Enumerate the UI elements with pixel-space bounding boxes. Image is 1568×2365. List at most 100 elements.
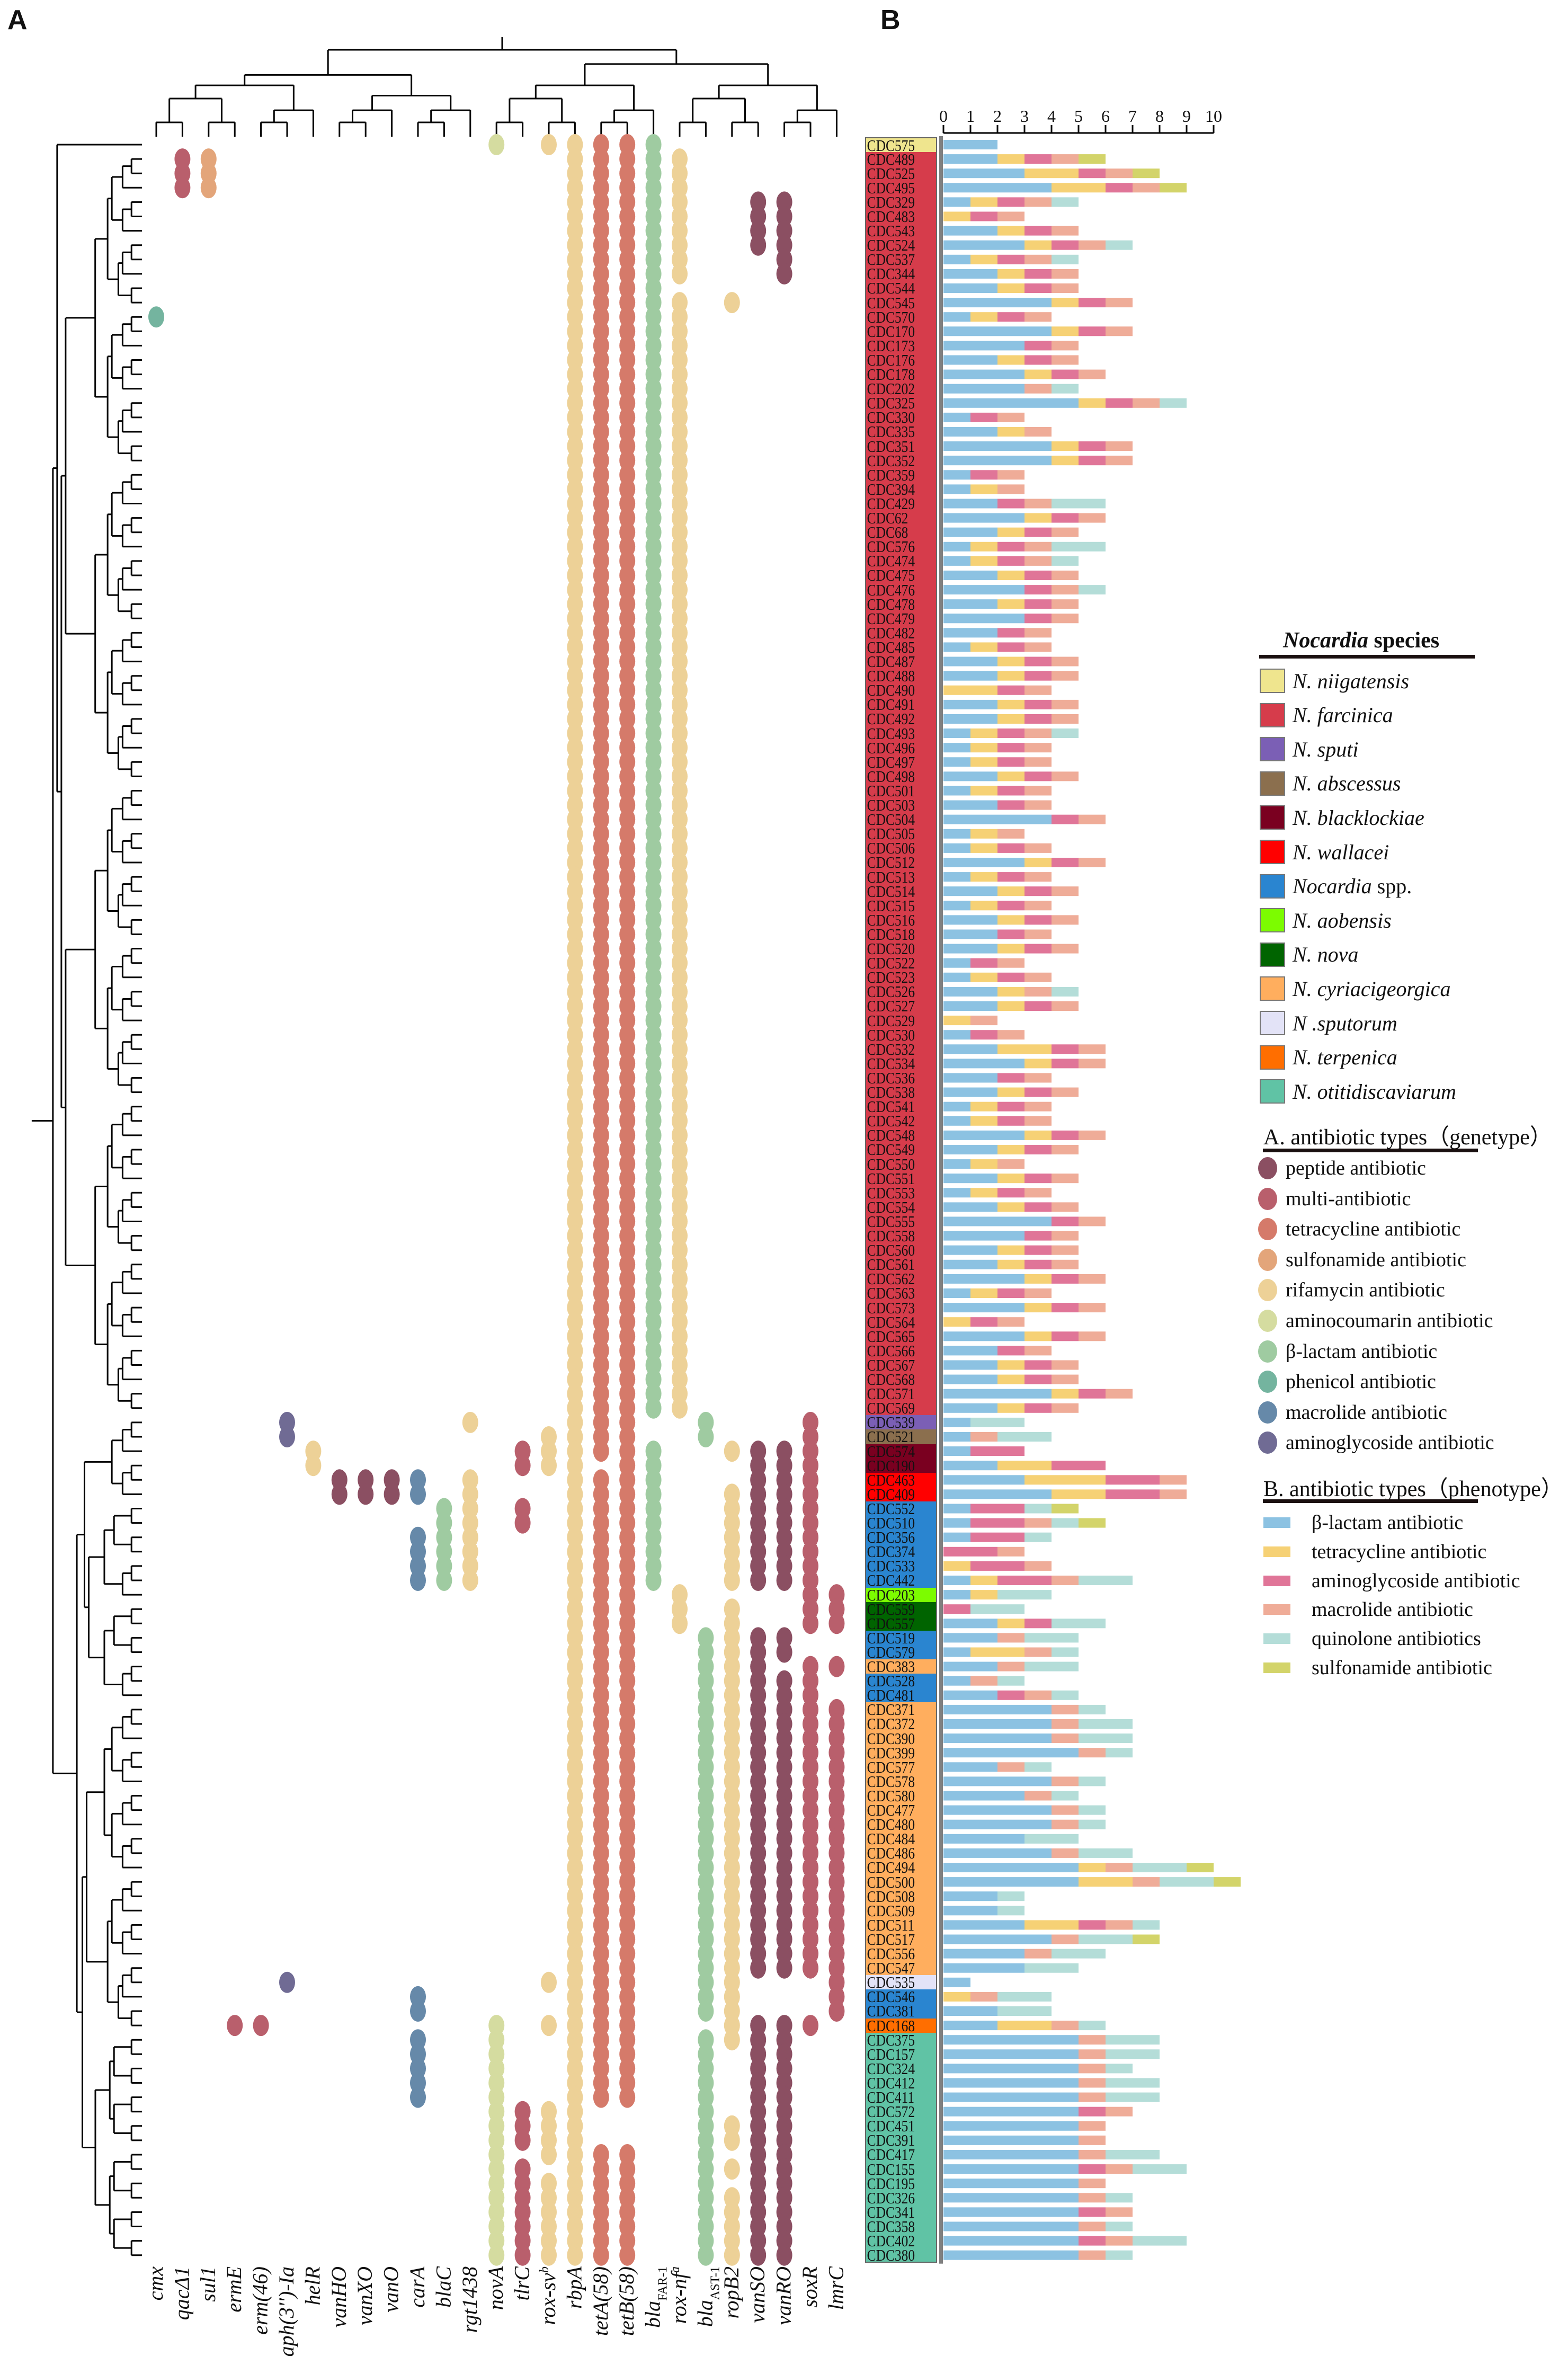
isolate-label: CDC501 xyxy=(865,783,937,798)
isolate-id: CDC326 xyxy=(867,2190,915,2206)
bar-segment xyxy=(943,183,1052,193)
bar-segment xyxy=(943,1991,970,2002)
isolate-id: CDC509 xyxy=(867,1903,915,1918)
bar-segment xyxy=(943,1561,970,1571)
gene-axis-labels: cmx qacΔ1 sul1 ermE erm(46) aph(3'')-Ia helR va… xyxy=(144,2266,848,2357)
isolate-id: CDC493 xyxy=(867,726,915,741)
bar-segment xyxy=(997,1173,1024,1184)
bar-segment xyxy=(1052,1704,1079,1714)
bar-segment xyxy=(1106,2035,1160,2045)
gene-label-text: cmx xyxy=(144,2266,167,2301)
bar-segment xyxy=(997,944,1024,954)
bar-segment xyxy=(997,1360,1024,1370)
bar-segment xyxy=(1024,944,1052,954)
isolate-label: CDC580 xyxy=(865,1788,937,1803)
isolate-id: CDC579 xyxy=(867,1644,915,1660)
bar-segment xyxy=(1106,1389,1133,1399)
isolate-id: CDC553 xyxy=(867,1185,915,1201)
bar-segment xyxy=(1024,714,1052,724)
bar-segment xyxy=(970,1561,1024,1571)
bar-segment xyxy=(970,829,997,839)
bar-segment xyxy=(997,972,1024,982)
gene-label-text: rox-nf xyxy=(667,2270,691,2324)
bar-segment xyxy=(943,1403,997,1413)
bar-segment xyxy=(970,211,997,221)
bar-segment xyxy=(1024,1647,1052,1657)
bar-segment xyxy=(1079,2193,1106,2203)
bar-segment xyxy=(943,1216,1052,1226)
bar-segment xyxy=(997,427,1024,437)
gene-label-text: ermE xyxy=(222,2266,246,2313)
isolate-label: CDC498 xyxy=(865,769,937,784)
bar-segment xyxy=(970,1188,997,1198)
bar-segment xyxy=(997,886,1024,896)
species-swatch xyxy=(1260,1079,1285,1104)
isolate-label: CDC579 xyxy=(865,1644,937,1660)
species-name: N. wallacei xyxy=(1293,840,1389,865)
bar-segment xyxy=(997,470,1024,480)
isolate-label: CDC578 xyxy=(865,1774,937,1789)
isolate-label: CDC544 xyxy=(865,281,937,296)
isolate-id: CDC565 xyxy=(867,1329,915,1344)
bar-segment xyxy=(970,484,997,494)
isolate-id: CDC498 xyxy=(867,769,915,784)
bar-segment xyxy=(943,829,970,839)
bar-segment xyxy=(943,1432,970,1442)
isolate-id: CDC476 xyxy=(867,582,915,598)
bar-segment xyxy=(943,412,970,422)
bar-segment xyxy=(1024,1532,1052,1542)
species-swatch xyxy=(1260,942,1285,967)
isolate-label: CDC324 xyxy=(865,2061,937,2076)
bar-segment xyxy=(943,269,997,279)
bar-segment xyxy=(997,1145,1024,1154)
bar-segment xyxy=(1052,728,1079,739)
isolate-id: CDC497 xyxy=(867,754,915,770)
isolate-id: CDC549 xyxy=(867,1142,915,1158)
bar-segment xyxy=(943,1733,1052,1744)
bar-segment xyxy=(1106,2250,1133,2260)
isolate-label: CDC344 xyxy=(865,266,937,282)
gene-dot xyxy=(698,2001,714,2022)
bar-segment xyxy=(970,757,997,767)
bar-segment xyxy=(997,671,1024,681)
bar-segment xyxy=(997,685,1024,695)
bar-segment xyxy=(1024,1245,1052,1255)
panel-b-label: B xyxy=(880,5,901,35)
bar-segment xyxy=(1024,254,1052,264)
isolate-id: CDC351 xyxy=(867,439,915,454)
isolate-id: CDC511 xyxy=(867,1917,915,1933)
bar-segment xyxy=(970,1417,1024,1427)
isolate-id: CDC500 xyxy=(867,1874,915,1890)
gene-dot xyxy=(750,1957,767,1979)
bar-segment xyxy=(1024,226,1052,236)
isolate-id: CDC474 xyxy=(867,554,915,569)
isolate-label: CDC429 xyxy=(865,496,937,511)
bar-segment xyxy=(1052,556,1079,566)
isolate-label: CDC482 xyxy=(865,625,937,641)
isolate-id: CDC523 xyxy=(867,970,915,985)
bar-segment xyxy=(997,1159,1024,1169)
bar-segment xyxy=(1079,2164,1106,2174)
bar-segment xyxy=(997,771,1024,781)
isolate-label: CDC570 xyxy=(865,309,937,325)
bar-segment xyxy=(1024,743,1052,753)
bar-segment xyxy=(943,800,997,810)
isolate-id: CDC374 xyxy=(867,1544,915,1560)
isolate-label: CDC371 xyxy=(865,1702,937,1718)
axis-tick-label: 7 xyxy=(1128,106,1137,126)
phenotype-swatch xyxy=(1263,1546,1290,1557)
isolate-id: CDC515 xyxy=(867,898,915,913)
isolate-label: CDC488 xyxy=(865,669,937,684)
bar-segment xyxy=(943,312,970,322)
isolate-id: CDC508 xyxy=(867,1889,915,1904)
isolate-id: CDC479 xyxy=(867,611,915,626)
phenotype-swatch xyxy=(1263,1604,1290,1615)
axis-tick-label: 9 xyxy=(1182,106,1191,126)
gene-label-text: soxR xyxy=(798,2266,822,2308)
gene-label-text: tetA(58) xyxy=(589,2266,612,2336)
gene-label-subscript: AST-1 xyxy=(708,2266,722,2300)
isolate-id: CDC477 xyxy=(867,1803,915,1818)
bar-segment xyxy=(1106,441,1133,451)
bar-segment xyxy=(1024,757,1052,767)
isolate-id: CDC330 xyxy=(867,410,915,425)
